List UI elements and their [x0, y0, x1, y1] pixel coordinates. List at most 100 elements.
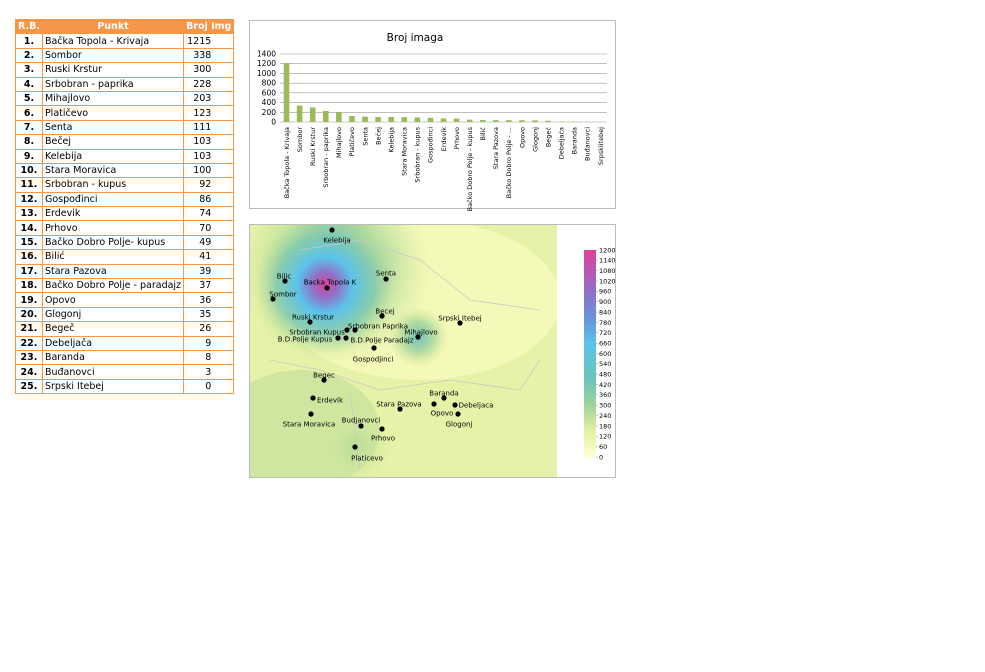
- x-tick-label: Bačko Dobro Polje - ...: [505, 127, 513, 198]
- map-label: Erdevik: [317, 397, 344, 405]
- map-point: [352, 327, 358, 333]
- x-tick-label: Stara Moravica: [401, 127, 409, 176]
- legend-label: 420: [599, 381, 611, 389]
- count-cell: 103: [183, 134, 235, 150]
- chart-title: Broj imaga: [387, 32, 444, 44]
- x-tick-label: Bilić: [479, 127, 487, 141]
- legend-label: 840: [599, 308, 611, 316]
- legend-label: 1080: [599, 267, 616, 275]
- map-point: [270, 296, 276, 302]
- legend-label: 480: [599, 371, 611, 379]
- map-point: [379, 313, 385, 319]
- legend-label: 780: [599, 319, 611, 327]
- bar: [388, 116, 394, 122]
- map-point: [352, 444, 358, 450]
- x-tick-label: Ruski Krstur: [309, 127, 317, 166]
- x-tick-label: Debeljača: [558, 127, 566, 159]
- x-tick-label: Srbobran - kupus: [414, 126, 422, 182]
- x-tick-label: Mihajlovo: [335, 127, 343, 158]
- map-point: [324, 285, 330, 291]
- legend-label: 900: [599, 298, 611, 306]
- table-row: 13. Erdevik 74: [15, 206, 235, 222]
- map-point: [452, 402, 458, 408]
- map-label: Bilic: [277, 273, 292, 281]
- map-point: [457, 320, 463, 326]
- color-scale: [584, 250, 596, 457]
- map-label: Sombor: [269, 291, 296, 299]
- bar: [440, 118, 447, 122]
- map-label: Platicevo: [351, 455, 383, 463]
- bar: [296, 105, 303, 122]
- map-label: Becej: [375, 308, 394, 316]
- y-tick-label: 400: [262, 98, 277, 107]
- map-label: Stara Pazova: [376, 401, 421, 409]
- bar: [519, 120, 525, 122]
- bar: [414, 117, 421, 122]
- map-point: [343, 335, 349, 341]
- x-tick-label: Glogonj: [531, 127, 539, 152]
- bar: [453, 118, 460, 122]
- table-row: 17. Stara Pazova 39: [15, 263, 235, 280]
- x-tick-label: Sombor: [296, 127, 304, 153]
- map-label: Baranda: [429, 390, 458, 398]
- bar: [466, 119, 473, 122]
- y-tick-label: 1000: [257, 69, 276, 78]
- y-tick-label: 600: [262, 88, 277, 97]
- x-tick-label: Kelebija: [387, 127, 395, 152]
- map-label: Prhovo: [371, 435, 395, 443]
- map-label: Mihajlovo: [404, 329, 437, 337]
- x-tick-label: Gospođinci: [427, 127, 435, 163]
- x-tick-label: Senta: [361, 127, 369, 146]
- header-cell: Punkt: [41, 18, 185, 35]
- x-tick-label: Bačko Dobro Polje - kupus: [466, 126, 474, 211]
- bar: [322, 110, 329, 122]
- map-point: [371, 345, 377, 351]
- y-tick-label: 1400: [257, 50, 276, 59]
- table-row: 21. Begeč 26: [15, 321, 235, 337]
- heat-map: [250, 225, 557, 477]
- map-point: [441, 395, 447, 401]
- bar: [283, 62, 290, 122]
- legend-label: 1020: [599, 277, 616, 285]
- name-cell: Srpski Itebej: [41, 378, 185, 395]
- legend-label: 60: [599, 443, 607, 451]
- table-row: 15. Bačko Dobro Polje- kupus 49: [15, 234, 235, 251]
- y-tick-label: 800: [262, 79, 277, 88]
- legend-label: 300: [599, 402, 611, 410]
- header-cell: R.B.: [15, 18, 43, 35]
- x-tick-label: Bečej: [374, 127, 382, 145]
- map-label: Debeljaca: [459, 402, 494, 410]
- x-tick-label: Bačka Topola - Krivaja: [283, 127, 291, 198]
- map-label: Glogonj: [446, 421, 473, 429]
- map-point: [310, 395, 316, 401]
- map-point: [321, 377, 327, 383]
- rank-cell: 25.: [15, 378, 43, 395]
- map-label: B.D.Polje Kupus: [278, 336, 333, 344]
- table-row: 20. Glogonj 35: [15, 306, 235, 323]
- bar: [375, 116, 381, 122]
- x-tick-label: Buđanovci: [584, 127, 592, 161]
- table-row: 25. Srpski Itebej 0: [15, 378, 235, 395]
- y-tick-label: 1200: [257, 59, 276, 68]
- x-tick-label: Begeč: [544, 127, 552, 148]
- x-tick-label: Opovo: [518, 127, 526, 148]
- x-tick-label: Srpskiitebej: [597, 127, 605, 165]
- data-table: R.B. Punkt Broj Img 1. Bačka Topola - Krivaj…: [15, 18, 235, 395]
- bar: [309, 107, 316, 122]
- map-point: [307, 319, 313, 325]
- bar: [545, 120, 551, 122]
- map-point: [431, 401, 437, 407]
- y-tick-label: 200: [262, 108, 277, 117]
- bar: [362, 116, 368, 122]
- legend-label: 0: [599, 453, 603, 461]
- map-label: Budjanovci: [342, 417, 381, 425]
- map-point: [415, 334, 421, 340]
- map-label: Srpski Itebej: [438, 315, 482, 323]
- table-row: 8. Bečej 103: [15, 134, 235, 150]
- map-label: Begec: [313, 372, 335, 380]
- table-row: 14. Prhovo 70: [15, 220, 235, 236]
- map-label: Kelebija: [323, 237, 350, 245]
- count-cell: 300: [183, 62, 235, 78]
- map-point: [397, 406, 403, 412]
- legend-label: 600: [599, 350, 611, 358]
